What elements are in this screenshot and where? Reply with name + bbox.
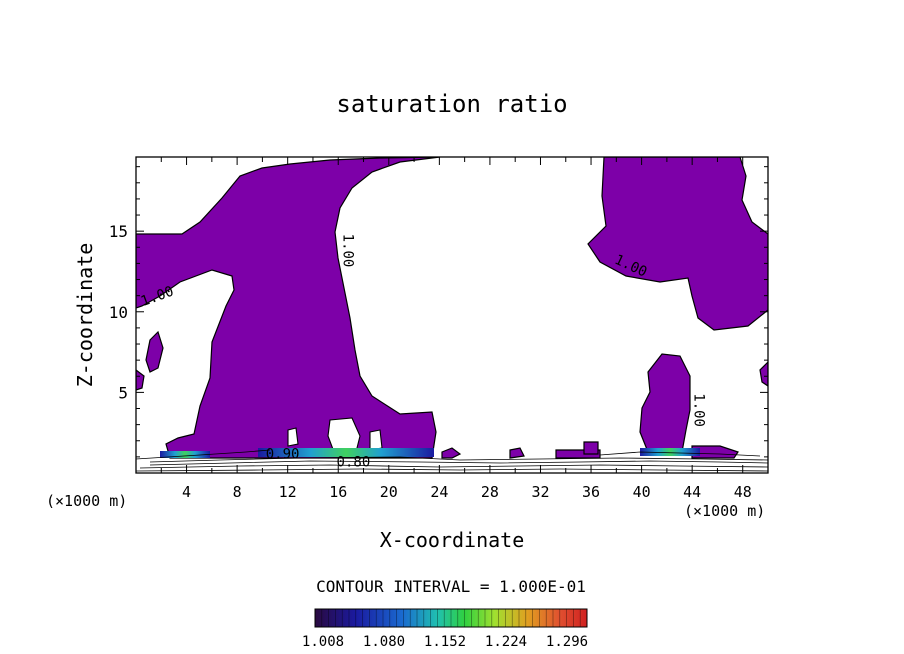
y-axis-label: Z-coordinate [73, 243, 97, 388]
colorbar-label: 1.224 [485, 634, 527, 650]
colorbar-labels: 1.008 1.080 1.152 1.224 1.296 [302, 634, 588, 650]
colorbar: 1.008 1.080 1.152 1.224 1.296 [302, 608, 588, 650]
x-tick-label: 40 [633, 483, 651, 501]
contour-region-edge-blob [136, 369, 145, 391]
contour-region-left-blob [145, 330, 164, 373]
x-tick-label: 44 [683, 483, 701, 501]
surface-band-center [258, 448, 434, 457]
colorbar-label: 1.296 [546, 634, 588, 650]
contour-label: 1.00 [691, 393, 707, 427]
y-tick-label: 5 [118, 383, 128, 402]
contour-region-top-right [587, 157, 768, 331]
y-axis: 5 10 15 [109, 166, 768, 458]
contour-label: 0.80 [337, 455, 371, 471]
x-axis: 4 8 12 16 20 24 28 32 36 40 44 48 [160, 157, 752, 501]
contour-fill-regions [136, 157, 768, 459]
x-tick-label: 4 [182, 483, 191, 501]
contour-region-patch-d [583, 441, 599, 455]
x-tick-label: 48 [734, 483, 752, 501]
x-unit-label-right: (×1000 m) [684, 502, 765, 520]
x-tick-label: 32 [531, 483, 549, 501]
x-axis-label: X-coordinate [380, 528, 525, 552]
contour-hole-c [287, 427, 299, 447]
plot-frame [135, 156, 769, 474]
x-tick-label: 28 [481, 483, 499, 501]
contour-region-patch-a [441, 447, 462, 459]
contour-interval-text: CONTOUR INTERVAL = 1.000E-01 [316, 577, 586, 596]
surface-band-right [640, 448, 700, 456]
surface-contour-lines [136, 449, 768, 472]
colorbar-stripes [321, 609, 581, 627]
contour-label: 0.90 [266, 446, 300, 462]
x-tick-label: 20 [380, 483, 398, 501]
x-tick-label: 24 [430, 483, 448, 501]
colorbar-label: 1.008 [302, 634, 344, 650]
contour-label: 1.00 [339, 234, 355, 268]
x-tick-label: 36 [582, 483, 600, 501]
x-tick-label: 16 [329, 483, 347, 501]
y-tick-label: 15 [109, 222, 128, 241]
x-tick-label: 8 [233, 483, 242, 501]
chart-title: saturation ratio [336, 90, 567, 118]
contour-hole-b [369, 429, 383, 451]
contour-region-main-plume [136, 157, 441, 459]
colorbar-label: 1.080 [363, 634, 405, 650]
contour-region-patch-b [509, 447, 525, 459]
surface-band-left [160, 451, 210, 458]
contour-region-right-blob [639, 353, 691, 453]
surface-band [160, 448, 700, 458]
colorbar-label: 1.152 [424, 634, 466, 650]
x-unit-label-left: (×1000 m) [46, 492, 127, 510]
contour-region-right-edge [759, 361, 768, 387]
x-tick-label: 12 [279, 483, 297, 501]
y-tick-label: 10 [109, 303, 128, 322]
